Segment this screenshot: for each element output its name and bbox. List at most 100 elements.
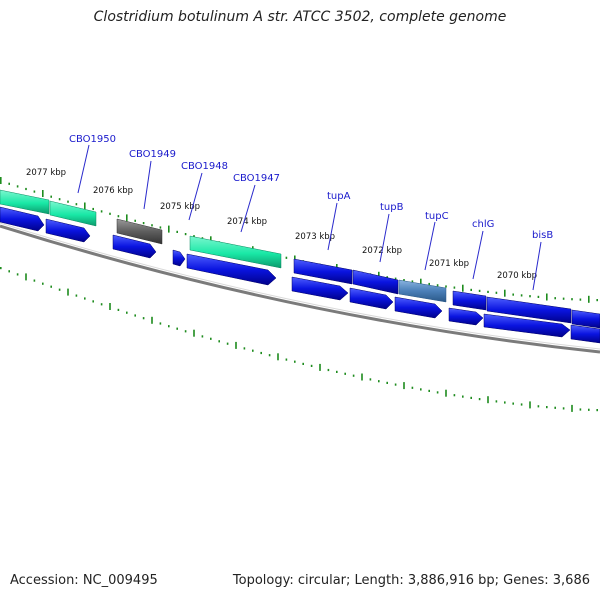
- minor-tick: [218, 340, 220, 343]
- major-tick: [151, 316, 153, 324]
- minor-tick: [184, 330, 187, 333]
- minor-tick: [268, 354, 271, 357]
- major-tick: [420, 278, 422, 286]
- minor-tick: [134, 219, 136, 222]
- minor-tick: [243, 347, 246, 350]
- minor-tick: [520, 294, 523, 297]
- gene-arrow[interactable]: [186, 253, 277, 286]
- forward-strand-track: [0, 189, 600, 329]
- minor-tick: [58, 288, 61, 291]
- gene-feature-selected[interactable]: [398, 279, 447, 303]
- major-tick: [378, 271, 380, 279]
- major-tick: [67, 288, 69, 296]
- gene-feature-rna[interactable]: [49, 200, 97, 227]
- minor-tick: [252, 349, 254, 352]
- minor-tick: [151, 224, 153, 227]
- minor-tick: [495, 291, 498, 294]
- leader-line: [77, 144, 90, 194]
- gene-labels: CBO1950 CBO1949 CBO1948 CBO1947 tupA tup…: [69, 134, 553, 241]
- gene-feature-cds[interactable]: [486, 296, 572, 324]
- major-tick: [84, 202, 86, 210]
- minor-tick: [436, 284, 439, 287]
- minor-tick: [478, 398, 481, 401]
- minor-tick: [562, 297, 565, 300]
- gene-arrow[interactable]: [112, 234, 157, 259]
- minor-tick: [520, 403, 523, 406]
- gene-label[interactable]: tupA: [327, 191, 351, 202]
- gene-arrow[interactable]: [349, 287, 394, 310]
- minor-tick: [117, 215, 120, 218]
- minor-tick: [142, 317, 145, 320]
- minor-tick: [327, 368, 330, 372]
- minor-tick: [126, 311, 128, 314]
- kbp-label: 2074 kbp: [227, 217, 267, 227]
- gene-arrow[interactable]: [291, 276, 349, 301]
- gene-label[interactable]: CBO1950: [69, 134, 116, 145]
- minor-tick: [562, 407, 565, 410]
- minor-tick: [504, 401, 506, 404]
- minor-tick: [394, 277, 397, 280]
- minor-tick: [302, 362, 304, 365]
- minor-tick: [294, 360, 296, 363]
- genome-stats-text: Topology: circular; Length: 3,886,916 bp…: [232, 573, 590, 588]
- minor-tick: [588, 408, 590, 411]
- gene-label[interactable]: CBO1948: [181, 161, 228, 172]
- minor-tick: [369, 378, 372, 381]
- minor-tick: [470, 396, 472, 399]
- major-tick: [361, 373, 363, 381]
- major-tick: [126, 214, 128, 222]
- kbp-label: 2070 kbp: [497, 271, 537, 281]
- gene-label[interactable]: chlG: [472, 219, 494, 230]
- gene-arrow[interactable]: [570, 324, 600, 344]
- minor-tick: [92, 300, 94, 303]
- gene-arrow[interactable]: [45, 218, 91, 243]
- minor-tick: [168, 325, 170, 328]
- minor-tick: [495, 400, 498, 403]
- gene-feature-rna[interactable]: [0, 189, 50, 215]
- gene-label[interactable]: tupB: [380, 202, 404, 213]
- minor-tick: [428, 389, 430, 392]
- minor-tick: [25, 187, 27, 191]
- gene-arrow[interactable]: [0, 206, 45, 232]
- minor-tick: [16, 185, 19, 188]
- leader-line: [188, 172, 203, 221]
- gene-feature-pseudo[interactable]: [116, 218, 163, 245]
- kbp-label: 2071 kbp: [429, 259, 469, 269]
- minor-tick: [100, 210, 103, 213]
- gene-feature-rna[interactable]: [189, 235, 282, 269]
- minor-tick: [596, 299, 598, 302]
- inner-tick-track: [0, 267, 598, 412]
- leader-line: [327, 202, 338, 251]
- major-tick: [0, 177, 2, 184]
- minor-tick: [453, 394, 456, 397]
- gene-arrow[interactable]: [394, 296, 443, 319]
- major-tick: [277, 353, 279, 361]
- minor-tick: [378, 380, 380, 383]
- minor-tick: [0, 267, 2, 270]
- minor-tick: [579, 298, 582, 301]
- minor-tick: [386, 381, 388, 384]
- gene-feature-cds[interactable]: [452, 290, 487, 311]
- gene-label[interactable]: bisB: [532, 230, 553, 241]
- minor-tick: [453, 286, 456, 289]
- minor-tick: [470, 288, 472, 291]
- gene-label[interactable]: CBO1949: [129, 149, 176, 160]
- major-tick: [462, 284, 464, 292]
- gene-feature-cds[interactable]: [571, 309, 600, 329]
- gene-feature-cds[interactable]: [293, 258, 353, 285]
- minor-tick: [184, 233, 187, 236]
- minor-tick: [226, 342, 229, 345]
- minor-tick: [67, 200, 69, 203]
- accession-text: Accession: NC_009495: [10, 573, 158, 588]
- gene-arrow[interactable]: [483, 313, 571, 338]
- gene-feature-cds[interactable]: [352, 269, 399, 295]
- minor-tick: [537, 405, 540, 408]
- gene-label[interactable]: tupC: [425, 211, 449, 222]
- gene-arrow[interactable]: [172, 249, 186, 267]
- gene-arrow[interactable]: [448, 307, 484, 326]
- major-tick: [42, 190, 44, 197]
- minor-tick: [386, 276, 388, 279]
- major-tick: [445, 389, 447, 397]
- gene-label[interactable]: CBO1947: [233, 173, 280, 184]
